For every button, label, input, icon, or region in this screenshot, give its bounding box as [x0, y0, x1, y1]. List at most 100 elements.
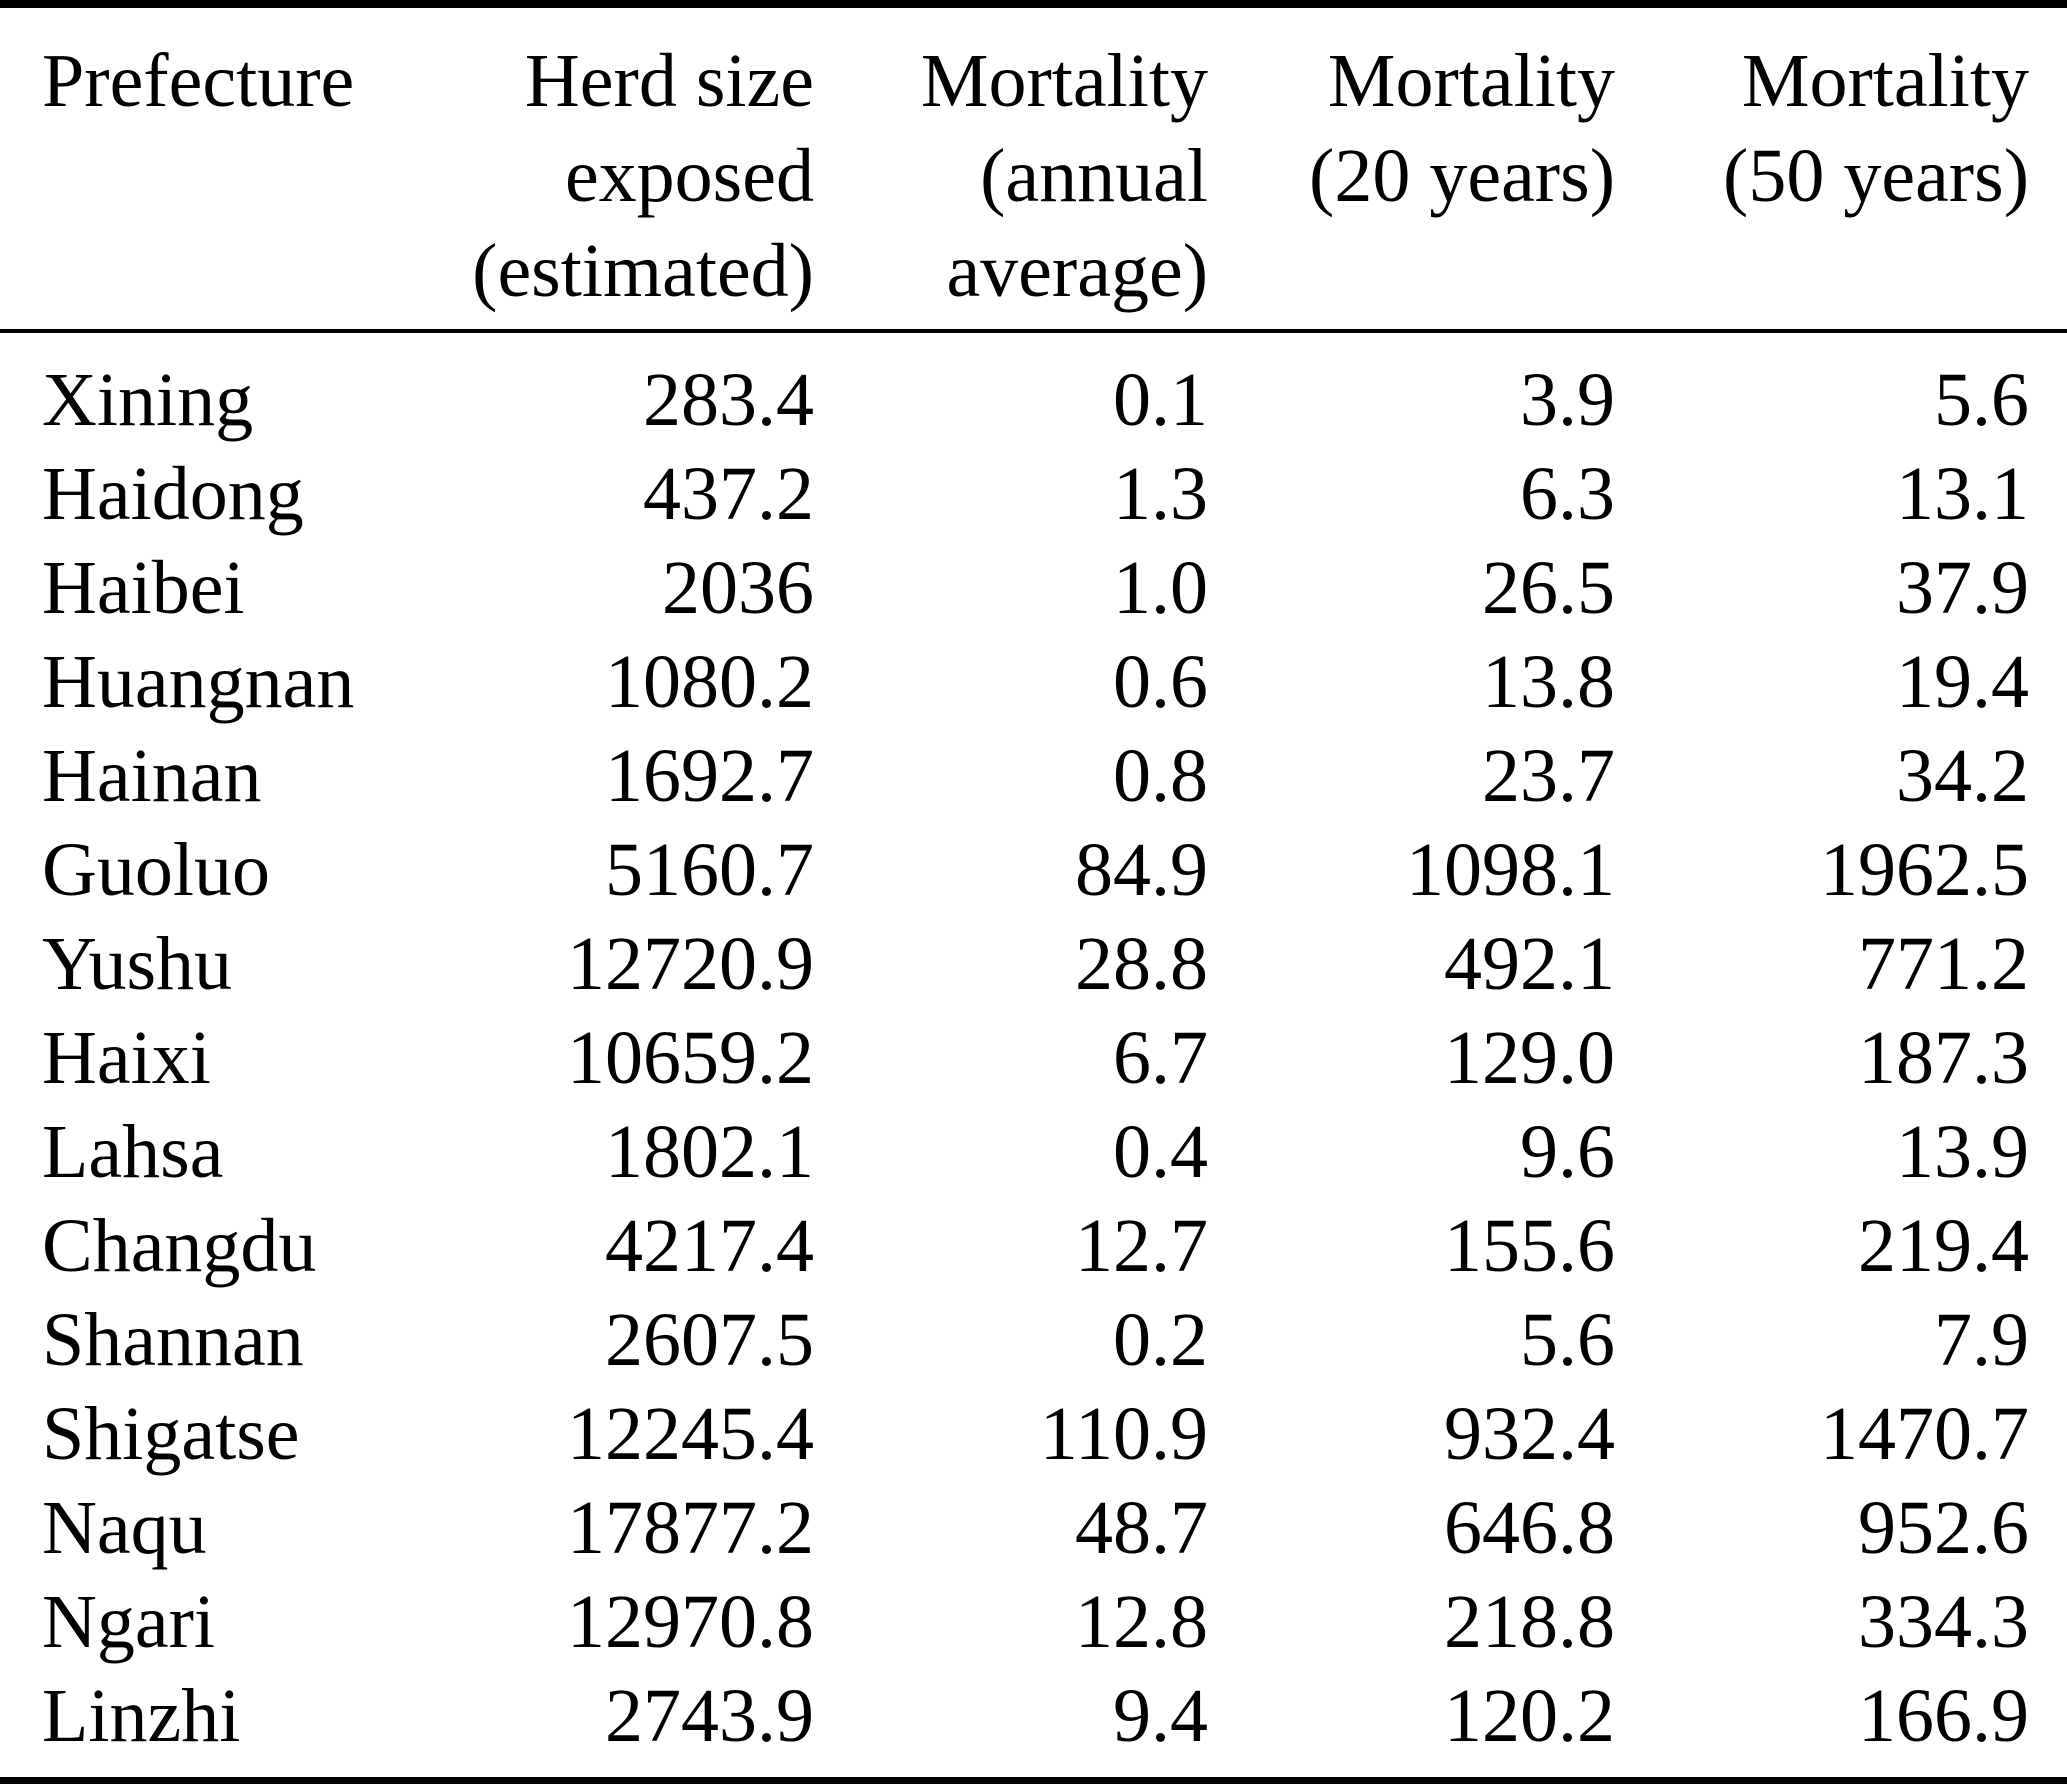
- cell-prefecture: Haixi: [42, 1016, 211, 1100]
- table-row: Haixi 10659.2 6.7 129.0 187.3: [0, 1011, 2067, 1105]
- cell-mortality-20y: 155.6: [1444, 1204, 1615, 1288]
- column-header-mortality-20y: Mortality (20 years): [1208, 4, 1615, 333]
- cell-mortality-50y: 334.3: [1858, 1580, 2029, 1664]
- cell-prefecture: Huangnan: [42, 640, 355, 724]
- cell-mortality-20y: 26.5: [1482, 546, 1615, 630]
- cell-prefecture: Lahsa: [42, 1110, 224, 1194]
- cell-herd-size: 1692.7: [605, 734, 814, 818]
- cell-mortality-50y: 187.3: [1858, 1016, 2029, 1100]
- cell-prefecture: Xining: [42, 358, 254, 442]
- cell-mortality-annual: 9.4: [1113, 1674, 1208, 1758]
- table-row: Lahsa 1802.1 0.4 9.6 13.9: [0, 1105, 2067, 1199]
- cell-prefecture: Shigatse: [42, 1392, 300, 1476]
- cell-mortality-20y: 13.8: [1482, 640, 1615, 724]
- cell-herd-size: 10659.2: [567, 1016, 814, 1100]
- cell-mortality-50y: 37.9: [1896, 546, 2029, 630]
- table-row: Haibei 2036 1.0 26.5 37.9: [0, 541, 2067, 635]
- cell-prefecture: Guoluo: [42, 828, 270, 912]
- cell-mortality-annual: 0.2: [1113, 1298, 1208, 1382]
- cell-mortality-annual: 0.6: [1113, 640, 1208, 724]
- cell-mortality-50y: 166.9: [1858, 1674, 2029, 1758]
- cell-mortality-annual: 0.4: [1113, 1110, 1208, 1194]
- table-row: Changdu 4217.4 12.7 155.6 219.4: [0, 1199, 2067, 1293]
- cell-prefecture: Yushu: [42, 922, 233, 1006]
- table-row: Xining 283.4 0.1 3.9 5.6: [0, 331, 2067, 447]
- cell-herd-size: 2036: [662, 546, 814, 630]
- column-header-mortality-annual: Mortality (annual average): [814, 4, 1208, 333]
- table-row: Linzhi 2743.9 9.4 120.2 166.9: [0, 1669, 2067, 1781]
- cell-herd-size: 12245.4: [567, 1392, 814, 1476]
- column-header-herd-size: Herd size exposed (estimated): [460, 4, 814, 333]
- cell-prefecture: Linzhi: [42, 1674, 241, 1758]
- cell-mortality-20y: 23.7: [1482, 734, 1615, 818]
- cell-herd-size: 2743.9: [605, 1674, 814, 1758]
- cell-mortality-50y: 7.9: [1934, 1298, 2029, 1382]
- cell-herd-size: 12970.8: [567, 1580, 814, 1664]
- table-row: Guoluo 5160.7 84.9 1098.1 1962.5: [0, 823, 2067, 917]
- cell-mortality-20y: 120.2: [1444, 1674, 1615, 1758]
- cell-herd-size: 1080.2: [605, 640, 814, 724]
- cell-mortality-20y: 492.1: [1444, 922, 1615, 1006]
- cell-mortality-annual: 12.8: [1075, 1580, 1208, 1664]
- cell-prefecture: Naqu: [42, 1486, 207, 1570]
- cell-mortality-50y: 952.6: [1858, 1486, 2029, 1570]
- cell-herd-size: 12720.9: [567, 922, 814, 1006]
- cell-mortality-annual: 6.7: [1113, 1016, 1208, 1100]
- table-row: Huangnan 1080.2 0.6 13.8 19.4: [0, 635, 2067, 729]
- cell-mortality-50y: 13.1: [1896, 452, 2029, 536]
- table-row: Hainan 1692.7 0.8 23.7 34.2: [0, 729, 2067, 823]
- cell-herd-size: 2607.5: [605, 1298, 814, 1382]
- cell-prefecture: Ngari: [42, 1580, 216, 1664]
- cell-herd-size: 437.2: [643, 452, 814, 536]
- cell-mortality-20y: 646.8: [1444, 1486, 1615, 1570]
- cell-mortality-annual: 48.7: [1075, 1486, 1208, 1570]
- cell-herd-size: 17877.2: [567, 1486, 814, 1570]
- cell-mortality-50y: 771.2: [1858, 922, 2029, 1006]
- cell-mortality-20y: 129.0: [1444, 1016, 1615, 1100]
- column-header-mortality-50y: Mortality (50 years): [1615, 4, 2067, 333]
- cell-herd-size: 283.4: [643, 358, 814, 442]
- cell-prefecture: Haidong: [42, 452, 304, 536]
- cell-mortality-50y: 34.2: [1896, 734, 2029, 818]
- cell-mortality-20y: 5.6: [1520, 1298, 1615, 1382]
- cell-mortality-annual: 12.7: [1075, 1204, 1208, 1288]
- header-row: Prefecture Herd size exposed (estimated)…: [0, 4, 2067, 333]
- cell-mortality-20y: 932.4: [1444, 1392, 1615, 1476]
- cell-mortality-20y: 1098.1: [1406, 828, 1615, 912]
- cell-mortality-50y: 5.6: [1934, 358, 2029, 442]
- cell-prefecture: Haibei: [42, 546, 245, 630]
- table-row: Shannan 2607.5 0.2 5.6 7.9: [0, 1293, 2067, 1387]
- cell-mortality-50y: 219.4: [1858, 1204, 2029, 1288]
- table-header: Prefecture Herd size exposed (estimated)…: [0, 4, 2067, 333]
- cell-mortality-annual: 84.9: [1075, 828, 1208, 912]
- cell-mortality-50y: 19.4: [1896, 640, 2029, 724]
- cell-mortality-annual: 1.0: [1113, 546, 1208, 630]
- table-body: Xining 283.4 0.1 3.9 5.6 Haidong 437.2 1…: [0, 331, 2067, 1781]
- cell-mortality-20y: 3.9: [1520, 358, 1615, 442]
- table-row: Yushu 12720.9 28.8 492.1 771.2: [0, 917, 2067, 1011]
- cell-mortality-annual: 0.8: [1113, 734, 1208, 818]
- cell-mortality-20y: 218.8: [1444, 1580, 1615, 1664]
- cell-prefecture: Changdu: [42, 1204, 317, 1288]
- cell-mortality-annual: 1.3: [1113, 452, 1208, 536]
- column-header-prefecture: Prefecture: [0, 4, 460, 333]
- cell-mortality-annual: 0.1: [1113, 358, 1208, 442]
- cell-mortality-20y: 9.6: [1520, 1110, 1615, 1194]
- cell-herd-size: 5160.7: [605, 828, 814, 912]
- cell-prefecture: Hainan: [42, 734, 262, 818]
- cell-mortality-20y: 6.3: [1520, 452, 1615, 536]
- table-row: Shigatse 12245.4 110.9 932.4 1470.7: [0, 1387, 2067, 1481]
- cell-mortality-50y: 13.9: [1896, 1110, 2029, 1194]
- table-row: Naqu 17877.2 48.7 646.8 952.6: [0, 1481, 2067, 1575]
- cell-herd-size: 4217.4: [605, 1204, 814, 1288]
- cell-mortality-50y: 1962.5: [1820, 828, 2029, 912]
- cell-mortality-annual: 28.8: [1075, 922, 1208, 1006]
- table-row: Haidong 437.2 1.3 6.3 13.1: [0, 447, 2067, 541]
- table-row: Ngari 12970.8 12.8 218.8 334.3: [0, 1575, 2067, 1669]
- cell-mortality-annual: 110.9: [1039, 1392, 1208, 1476]
- cell-herd-size: 1802.1: [605, 1110, 814, 1194]
- cell-prefecture: Shannan: [42, 1298, 304, 1382]
- cell-mortality-50y: 1470.7: [1820, 1392, 2029, 1476]
